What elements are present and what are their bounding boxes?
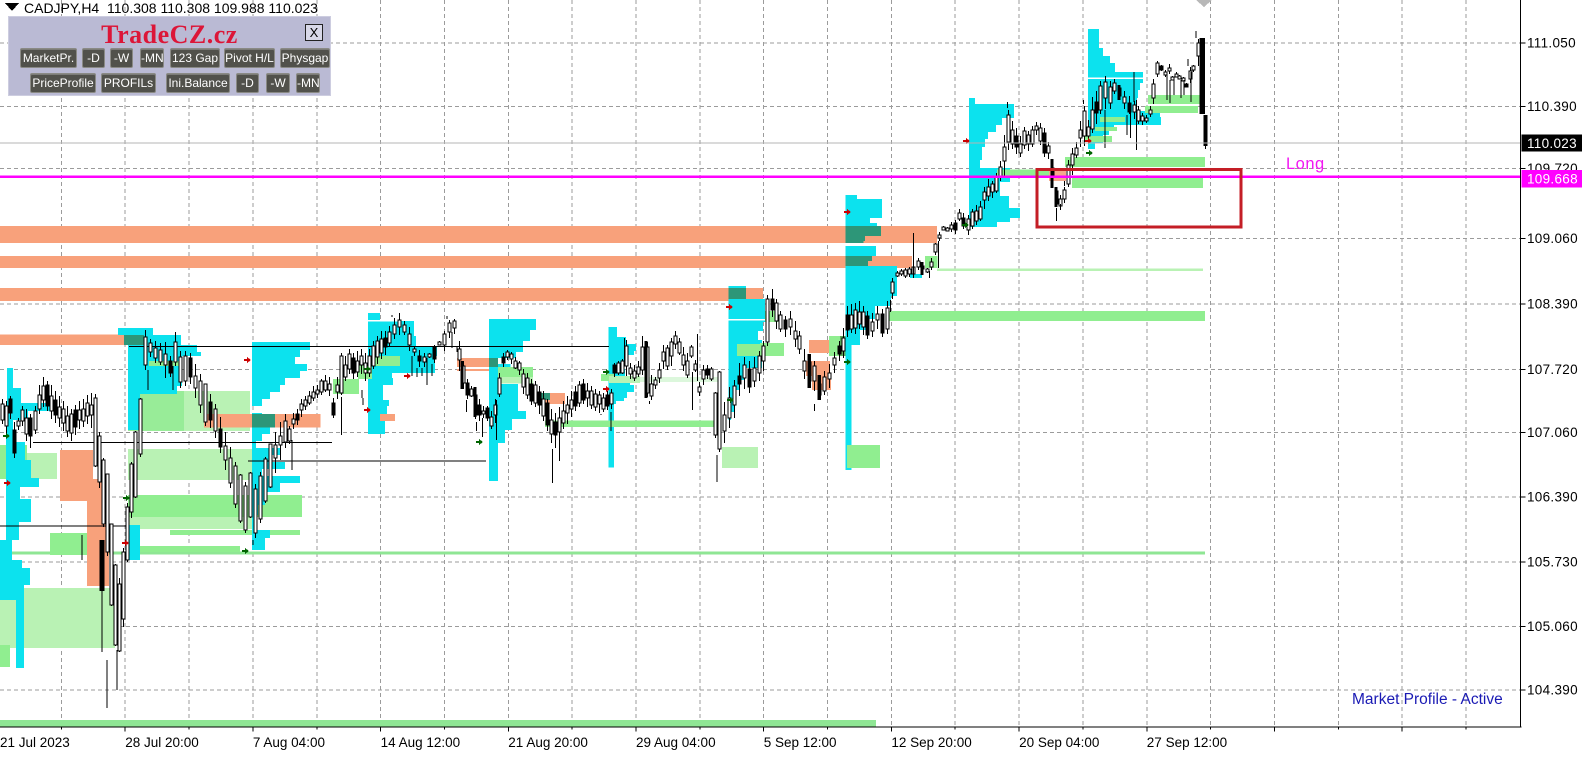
svg-text:20 Sep 04:00: 20 Sep 04:00 bbox=[1019, 735, 1099, 750]
svg-text:109.668: 109.668 bbox=[1527, 172, 1578, 187]
svg-text:104.390: 104.390 bbox=[1527, 683, 1578, 698]
svg-text:27 Sep 12:00: 27 Sep 12:00 bbox=[1147, 735, 1227, 750]
svg-text:29 Aug 04:00: 29 Aug 04:00 bbox=[636, 735, 716, 750]
svg-text:105.730: 105.730 bbox=[1527, 555, 1578, 570]
svg-text:28 Jul 20:00: 28 Jul 20:00 bbox=[125, 735, 199, 750]
svg-text:21 Jul 2023: 21 Jul 2023 bbox=[0, 735, 70, 750]
svg-text:107.060: 107.060 bbox=[1527, 425, 1578, 440]
svg-text:107.720: 107.720 bbox=[1527, 362, 1578, 377]
svg-text:Market Profile - Active: Market Profile - Active bbox=[1352, 691, 1503, 708]
svg-text:14 Aug 12:00: 14 Aug 12:00 bbox=[381, 735, 461, 750]
svg-text:21 Aug 20:00: 21 Aug 20:00 bbox=[508, 735, 588, 750]
svg-text:12 Sep 20:00: 12 Sep 20:00 bbox=[891, 735, 971, 750]
svg-text:111.050: 111.050 bbox=[1527, 35, 1576, 50]
svg-text:CADJPY,H4 110.308 110.308 109: CADJPY,H4 110.308 110.308 109.988 110.02… bbox=[24, 0, 318, 16]
svg-text:109.060: 109.060 bbox=[1527, 231, 1578, 246]
svg-text:105.060: 105.060 bbox=[1527, 619, 1578, 634]
svg-text:7 Aug 04:00: 7 Aug 04:00 bbox=[253, 735, 325, 750]
svg-text:5 Sep 12:00: 5 Sep 12:00 bbox=[764, 735, 837, 750]
svg-text:Long: Long bbox=[1286, 155, 1325, 173]
svg-text:106.390: 106.390 bbox=[1527, 490, 1578, 505]
svg-text:110.023: 110.023 bbox=[1527, 136, 1577, 151]
svg-text:110.390: 110.390 bbox=[1527, 99, 1577, 114]
svg-text:108.390: 108.390 bbox=[1527, 297, 1578, 312]
